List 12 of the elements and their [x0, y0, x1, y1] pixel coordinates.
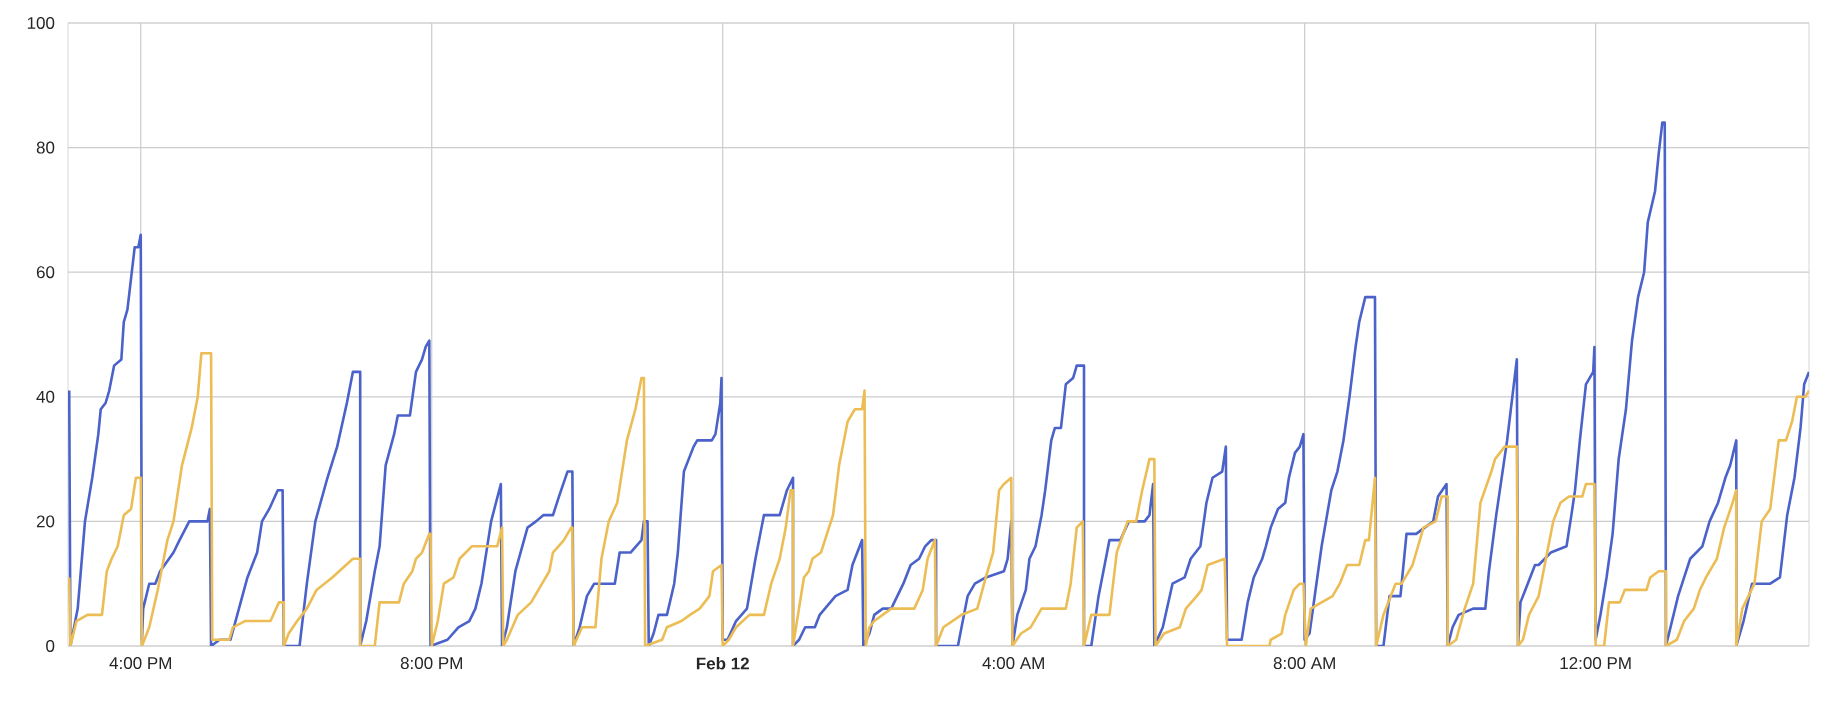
y-tick-label: 40: [36, 390, 55, 403]
y-tick-label: 80: [36, 141, 55, 154]
x-tick-label: 4:00 PM: [109, 657, 171, 670]
x-tick-label: 12:00 PM: [1560, 657, 1631, 670]
x-tick-label: Feb 12: [696, 657, 749, 670]
x-tick-label: 8:00 PM: [400, 657, 462, 670]
y-tick-label: 60: [36, 266, 55, 279]
y-tick-label: 100: [27, 16, 55, 29]
x-tick-label: 4:00 AM: [982, 657, 1044, 670]
y-tick-label: 20: [36, 515, 55, 528]
y-tick-label: 0: [46, 639, 55, 652]
x-tick-label: 8:00 AM: [1273, 657, 1335, 670]
